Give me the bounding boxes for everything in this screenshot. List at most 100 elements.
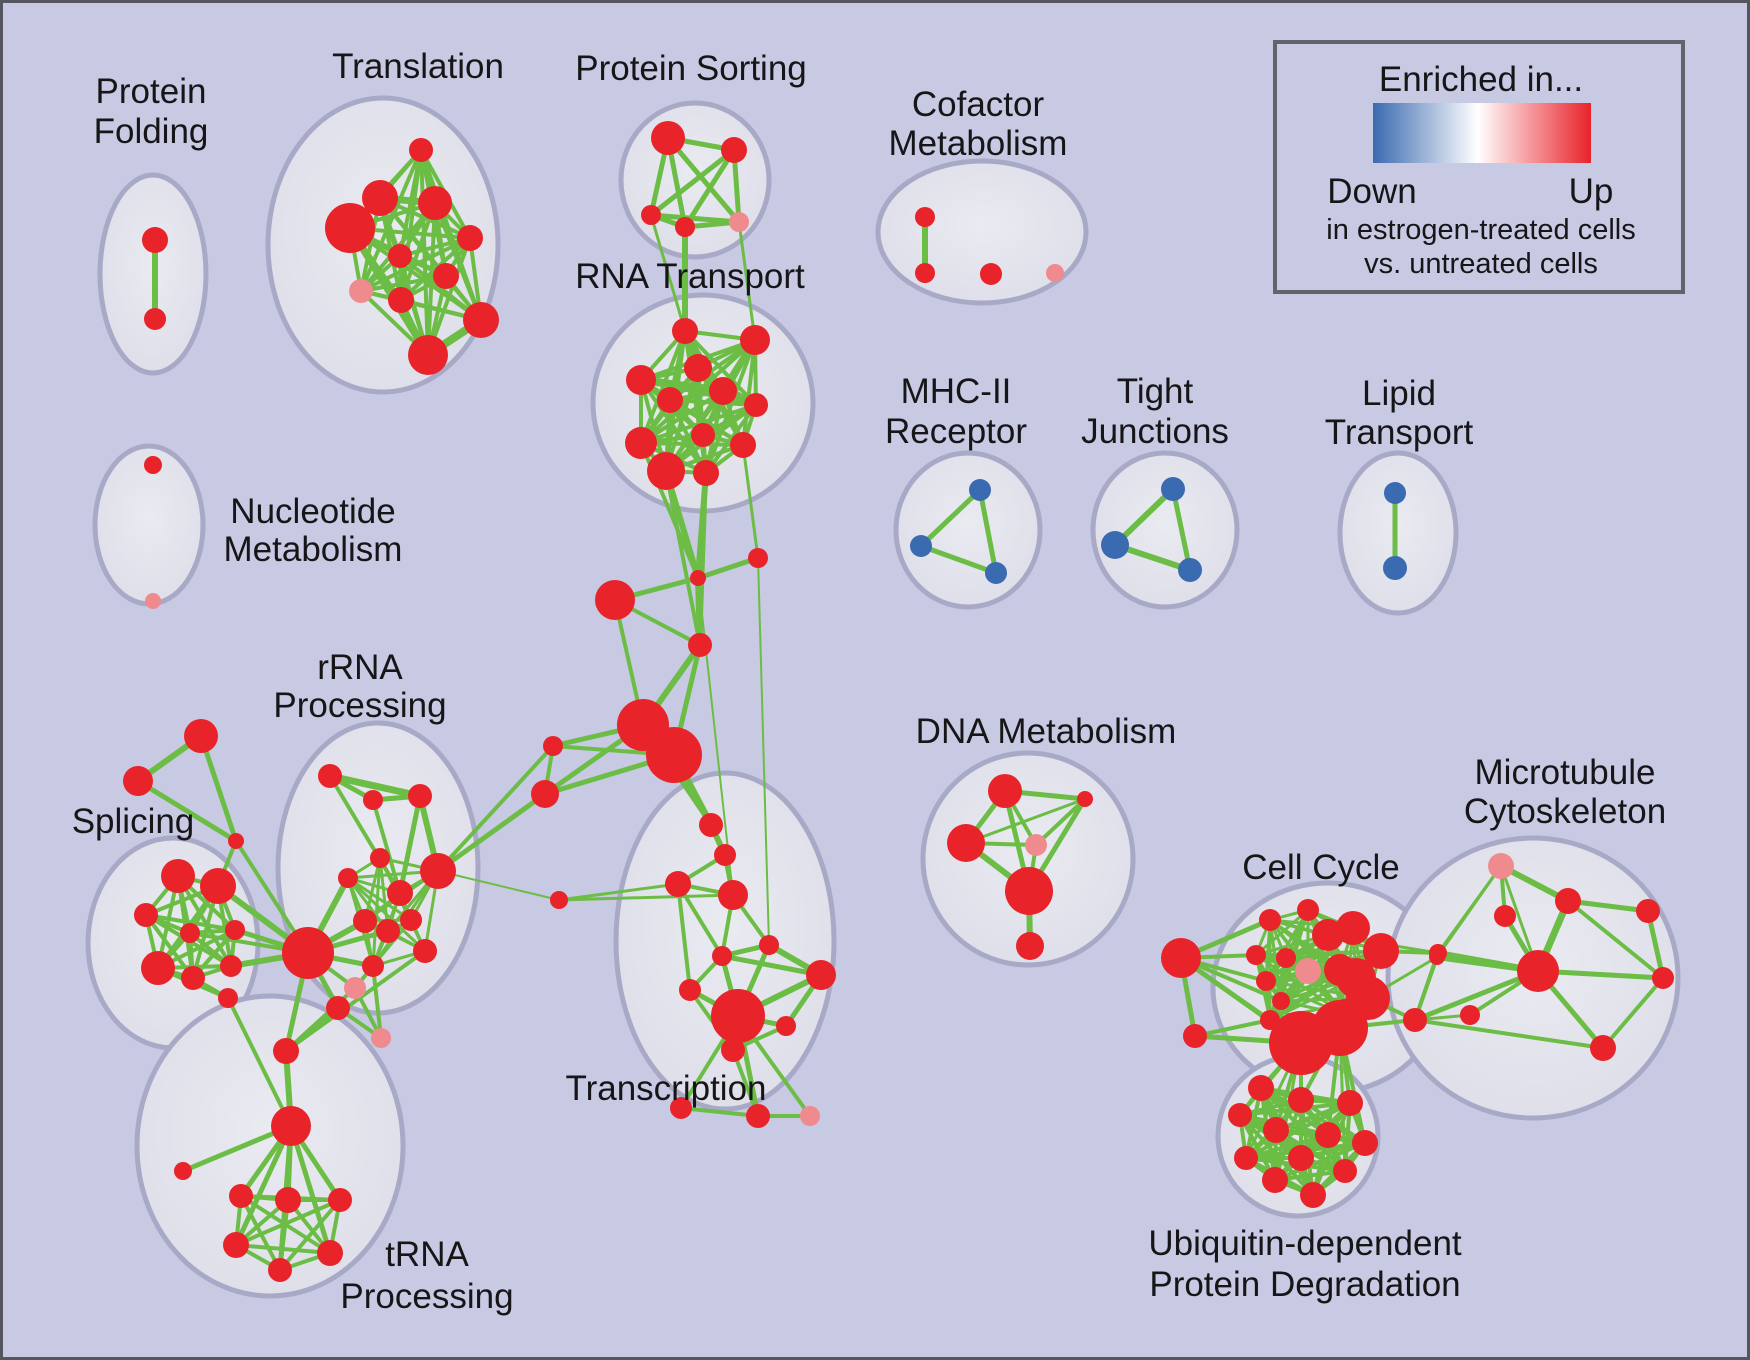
network-edge <box>668 398 745 447</box>
cluster-label-ubiquitin-degradation: Ubiquitin-dependent <box>1148 1224 1462 1263</box>
network-node-ub3 <box>1337 1090 1363 1116</box>
cluster-label-lipid-transport: Lipid <box>1362 374 1436 413</box>
network-node-ub5 <box>1263 1117 1289 1143</box>
network-node-rr11 <box>413 939 437 963</box>
network-edge <box>918 487 983 549</box>
network-node-tx10 <box>711 989 765 1043</box>
network-node-rr16 <box>326 996 350 1020</box>
network-node-tj3 <box>1178 558 1202 582</box>
network-edge <box>1565 898 1651 914</box>
network-edge <box>1412 968 1541 1023</box>
network-node-cc1 <box>1161 938 1201 978</box>
cluster-label-tight-junctions: Tight <box>1117 372 1194 411</box>
network-node-rr2 <box>363 790 383 810</box>
cluster-label-nucleotide-metabolism: Metabolism <box>224 530 403 569</box>
network-edge <box>648 147 737 218</box>
network-node-tg1 <box>184 719 218 753</box>
cluster-label-rrna-processing: Processing <box>273 686 446 725</box>
cluster-label-splicing: Splicing <box>72 802 195 841</box>
network-node-rt12 <box>693 460 719 486</box>
network-node-sp1 <box>161 859 195 893</box>
network-node-rr6 <box>387 880 413 906</box>
network-node-mt8 <box>1429 949 1445 965</box>
network-edge <box>397 793 423 896</box>
network-node-cc21 <box>1312 1000 1368 1056</box>
network-node-cc4 <box>1297 899 1319 921</box>
network-node-tx11 <box>776 1016 796 1036</box>
network-node-ub1 <box>1248 1075 1274 1101</box>
network-node-ub10 <box>1333 1159 1357 1183</box>
network-edge <box>1601 976 1665 1050</box>
legend: Enriched in... Down Up in estrogen-treat… <box>1273 40 1685 294</box>
network-node-tr3 <box>418 186 452 220</box>
network-node-cn8 <box>531 780 559 808</box>
network-node-ub2 <box>1288 1087 1314 1113</box>
network-node-sp5 <box>225 920 245 940</box>
network-edge <box>288 1123 333 1256</box>
network-node-cm1 <box>915 207 935 227</box>
network-node-tx12 <box>721 1038 745 1062</box>
network-node-ub4 <box>1228 1103 1252 1127</box>
network-node-rt11 <box>647 452 685 490</box>
network-node-tx4 <box>718 880 748 910</box>
network-node-rt10 <box>730 432 756 458</box>
network-node-rr10 <box>400 909 422 931</box>
network-edge <box>679 1106 760 1118</box>
network-edge <box>676 882 692 992</box>
network-node-dm3 <box>1077 791 1093 807</box>
network-edge <box>1435 864 1503 959</box>
network-edge <box>226 996 293 1128</box>
network-node-ub12 <box>1300 1182 1326 1208</box>
network-node-ub11 <box>1262 1167 1288 1193</box>
network-node-tx2 <box>714 844 736 866</box>
network-edge <box>1170 486 1193 573</box>
network-node-tr4 <box>325 203 375 253</box>
network-edge <box>378 856 390 933</box>
network-node-nm1 <box>144 456 162 474</box>
network-edge <box>135 778 239 844</box>
network-node-sp9 <box>218 988 238 1008</box>
network-node-tx3 <box>665 871 691 897</box>
network-edge <box>326 772 424 800</box>
network-node-mt5 <box>1636 899 1660 923</box>
network-node-mt7 <box>1590 1035 1616 1061</box>
network-node-cn7 <box>543 736 563 756</box>
network-node-rt5 <box>709 377 737 405</box>
network-edge <box>284 949 427 1053</box>
network-node-tr5 <box>457 225 483 251</box>
network-node-tj2 <box>1101 531 1129 559</box>
network-node-tp3 <box>275 1187 301 1213</box>
network-node-tg3 <box>228 833 244 849</box>
cluster-label-mhc-ii-receptor: Receptor <box>885 412 1027 451</box>
network-edge <box>176 874 233 968</box>
network-node-cn2 <box>690 570 706 586</box>
cluster-label-mhc-ii-receptor: MHC-II <box>901 372 1012 411</box>
network-node-cc10 <box>1336 911 1370 945</box>
network-node-dm6 <box>1016 932 1044 960</box>
network-node-rr15 <box>371 1028 391 1048</box>
network-node-cc7 <box>1295 958 1321 984</box>
network-node-rt8 <box>691 423 715 447</box>
cluster-label-rna-transport: RNA Transport <box>575 257 805 296</box>
network-node-tr1 <box>409 138 433 162</box>
cluster-label-transcription: Transcription <box>566 1069 767 1108</box>
network-node-ub6 <box>1315 1122 1341 1148</box>
network-edge <box>1273 1141 1367 1182</box>
network-node-cm2 <box>915 263 935 283</box>
cluster-label-lipid-transport: Transport <box>1325 413 1474 452</box>
network-node-mt4 <box>1517 950 1559 992</box>
network-node-pf1 <box>142 227 168 253</box>
network-edge <box>234 1198 342 1247</box>
network-node-dm4 <box>1025 834 1047 856</box>
network-node-sp6 <box>141 951 175 985</box>
network-edge <box>435 791 548 874</box>
network-node-tj1 <box>1161 477 1185 501</box>
network-edge <box>741 443 760 560</box>
network-node-tpl <box>174 1162 192 1180</box>
network-node-tx6 <box>712 946 732 966</box>
network-node-tx15 <box>800 1106 820 1126</box>
network-edge <box>233 1123 294 1248</box>
network-node-tx5 <box>550 891 568 909</box>
